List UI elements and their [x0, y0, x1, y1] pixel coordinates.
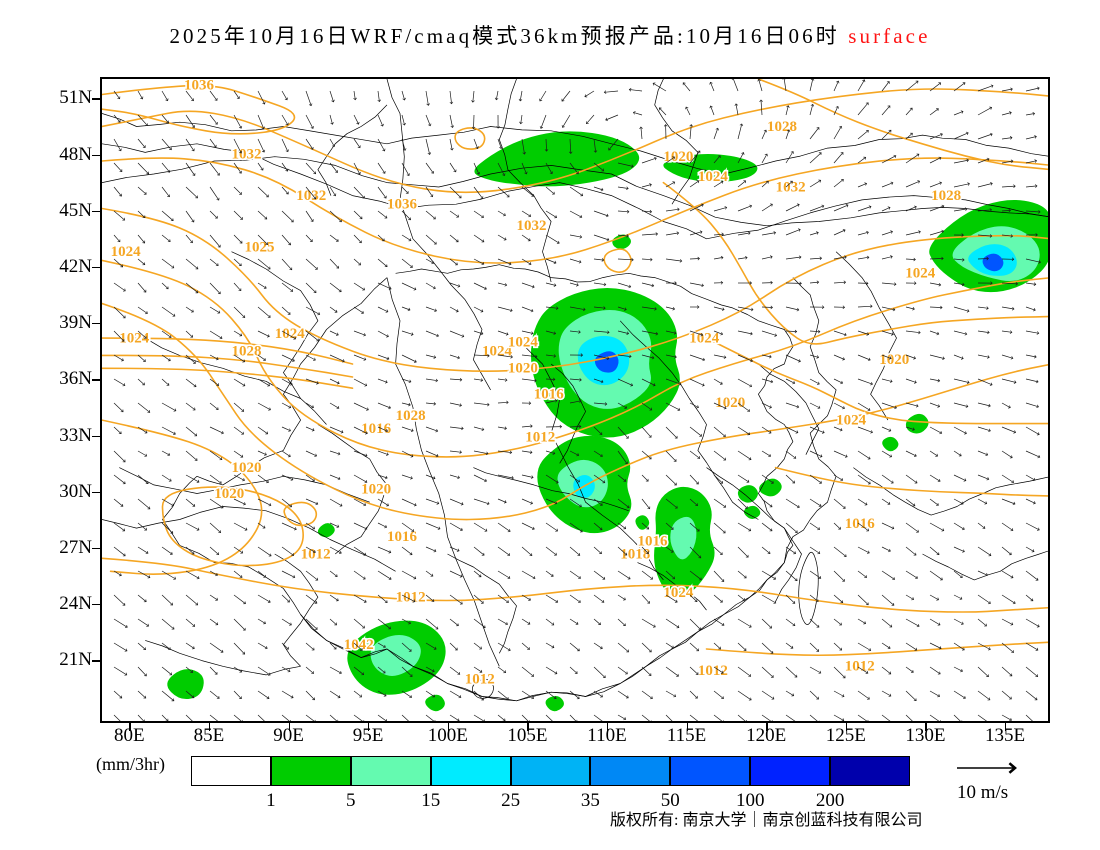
- svg-text:1042: 1042: [344, 637, 374, 653]
- svg-text:1012: 1012: [301, 546, 331, 562]
- svg-text:1020: 1020: [715, 395, 745, 411]
- svg-text:1020: 1020: [663, 149, 693, 165]
- svg-text:1024: 1024: [905, 266, 936, 282]
- svg-text:1016: 1016: [387, 529, 418, 545]
- svg-text:1020: 1020: [879, 352, 909, 368]
- svg-text:1024: 1024: [663, 585, 694, 601]
- svg-text:1016: 1016: [534, 387, 565, 403]
- svg-text:1036: 1036: [387, 197, 418, 213]
- svg-text:1024: 1024: [836, 413, 867, 429]
- svg-text:1032: 1032: [232, 147, 262, 163]
- svg-text:1020: 1020: [214, 486, 244, 502]
- svg-text:1028: 1028: [767, 119, 797, 135]
- svg-text:1012: 1012: [465, 672, 495, 688]
- svg-text:1024: 1024: [508, 335, 539, 351]
- svg-text:1012: 1012: [525, 430, 555, 446]
- svg-text:1012: 1012: [396, 590, 426, 606]
- svg-text:1032: 1032: [776, 179, 806, 195]
- svg-text:1020: 1020: [232, 460, 262, 476]
- svg-text:1020: 1020: [361, 482, 391, 498]
- svg-text:1032: 1032: [517, 218, 547, 234]
- svg-text:1028: 1028: [232, 343, 262, 359]
- svg-text:1028: 1028: [931, 188, 961, 204]
- svg-text:1028: 1028: [396, 408, 426, 424]
- svg-text:1024: 1024: [689, 330, 720, 346]
- svg-text:1024: 1024: [111, 244, 142, 260]
- svg-text:1018: 1018: [620, 546, 650, 562]
- svg-text:1024: 1024: [275, 326, 306, 342]
- svg-text:1012: 1012: [845, 659, 875, 675]
- svg-text:1016: 1016: [361, 421, 392, 437]
- svg-text:1024: 1024: [119, 330, 150, 346]
- svg-text:1025: 1025: [245, 240, 275, 256]
- svg-text:1032: 1032: [296, 188, 326, 204]
- svg-text:1012: 1012: [698, 663, 728, 679]
- svg-text:1024: 1024: [698, 169, 729, 185]
- svg-text:1020: 1020: [508, 361, 538, 377]
